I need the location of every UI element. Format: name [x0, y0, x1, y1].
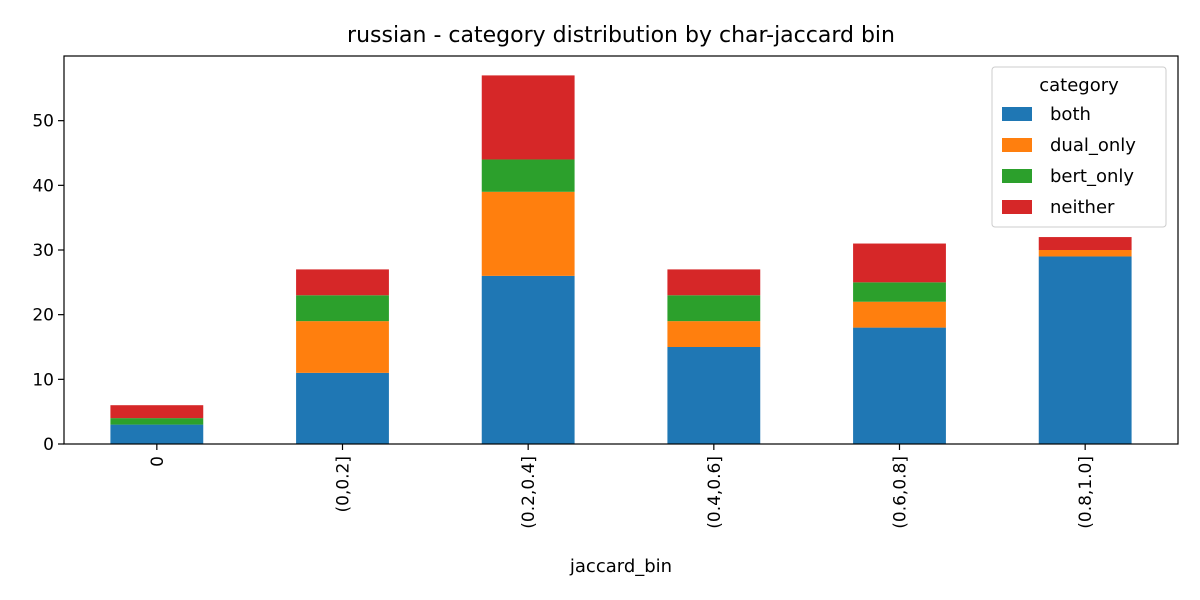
y-tick-label: 30	[32, 241, 54, 261]
bar-neither-0	[110, 405, 204, 419]
x-axis-title: jaccard_bin	[569, 556, 672, 577]
bar-bert-only-4	[853, 282, 946, 302]
y-tick-label: 10	[32, 370, 54, 390]
x-tick-label: (0.4,0.6]	[705, 456, 725, 529]
legend-swatch-bert-only	[1002, 169, 1032, 183]
axes-layer: 0 10 20 30 40 50 0 (0,0.2] (0.2,0.4] (0.4,0.6] (0.…	[32, 55, 1179, 529]
x-tick-label: (0.2,0.4]	[519, 456, 539, 529]
bar-bert-only-0	[110, 418, 204, 425]
bar-dual-only-2	[481, 191, 575, 276]
bar-both-1	[296, 372, 389, 444]
x-tick-label: (0,0.2]	[334, 456, 354, 513]
y-tick-label: 0	[43, 435, 54, 455]
bar-bert-only-1	[296, 295, 389, 322]
legend-box	[991, 66, 1167, 228]
legend-label-both: both	[1050, 104, 1091, 125]
y-tick-label: 40	[32, 176, 54, 196]
bar-neither-5	[1038, 237, 1132, 250]
legend-swatch-both	[1002, 107, 1032, 121]
y-tick-label: 50	[32, 112, 54, 132]
bar-neither-2	[481, 75, 575, 160]
bar-both-2	[481, 275, 575, 444]
bar-dual-only-3	[667, 321, 761, 347]
legend-label-bert-only: bert_only	[1050, 166, 1134, 187]
legend-label-neither: neither	[1050, 197, 1115, 218]
bars-layer	[110, 75, 1132, 444]
bar-bert-only-2	[481, 159, 575, 192]
bar-dual-only-5	[1038, 250, 1132, 257]
legend-swatch-dual-only	[1002, 138, 1032, 152]
bar-neither-3	[667, 269, 761, 296]
y-tick-label: 20	[32, 306, 54, 326]
x-tick-label: (0.8,1.0]	[1076, 456, 1096, 529]
chart-title: russian - category distribution by char-…	[347, 23, 895, 48]
legend-title: category	[1039, 75, 1119, 96]
x-tick-label: (0.6,0.8]	[891, 456, 911, 529]
bar-dual-only-1	[296, 321, 389, 373]
x-tick-label: 0	[148, 456, 168, 467]
legend-swatch-neither	[1002, 200, 1032, 214]
bar-neither-4	[853, 243, 946, 283]
bar-bert-only-3	[667, 295, 761, 322]
bar-neither-1	[296, 269, 389, 296]
bar-both-0	[110, 424, 204, 444]
bar-both-5	[1038, 256, 1132, 444]
legend-label-dual-only: dual_only	[1050, 135, 1136, 156]
bar-dual-only-4	[853, 301, 946, 328]
bar-both-4	[853, 327, 946, 444]
bar-both-3	[667, 347, 761, 444]
